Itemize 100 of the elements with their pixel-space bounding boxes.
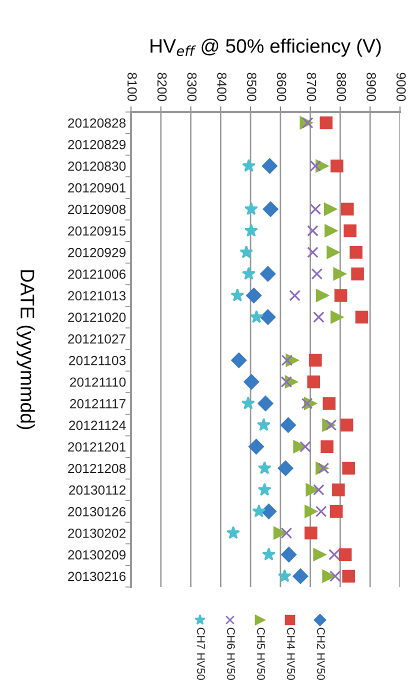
point	[281, 546, 297, 562]
y-tick-label: 20121020	[68, 312, 126, 322]
point	[278, 569, 292, 582]
point	[310, 203, 322, 215]
point	[320, 440, 334, 454]
point	[248, 438, 264, 454]
y-tick-label: 20120830	[68, 162, 126, 171]
point	[311, 268, 323, 280]
point	[307, 375, 320, 388]
point	[344, 224, 356, 238]
point	[330, 310, 344, 324]
point	[242, 158, 256, 172]
point	[256, 418, 270, 431]
legend-label: CH7 HV50	[197, 628, 205, 680]
y-tick-label: 20121124	[69, 420, 126, 430]
point	[313, 548, 326, 562]
point	[240, 245, 254, 258]
point	[342, 462, 355, 475]
point	[320, 116, 333, 130]
y-tick-label: 20121103	[69, 356, 126, 366]
y-tick-label: 20121013	[68, 291, 126, 300]
point	[261, 504, 276, 520]
x-tick-label: 8300	[187, 72, 197, 102]
point	[338, 548, 352, 562]
point	[355, 310, 368, 324]
y-tick-label: 20121027	[68, 334, 126, 344]
point	[258, 482, 272, 496]
point	[333, 268, 346, 280]
point	[340, 418, 354, 432]
y-tick-label: 20121110	[70, 377, 126, 387]
point	[258, 461, 272, 474]
point	[280, 376, 292, 388]
point	[260, 309, 276, 325]
y-tick-label: 20130202	[68, 528, 126, 538]
y-tick-label: 20130216	[68, 572, 126, 582]
y-tick-label: 20130209	[68, 550, 126, 560]
point	[334, 289, 348, 302]
point	[242, 266, 256, 280]
x-tick-label: 8500	[247, 72, 256, 102]
point	[280, 417, 296, 433]
point	[292, 568, 308, 584]
point	[281, 354, 293, 366]
point	[341, 202, 354, 216]
y-tick-label: 20120901	[68, 183, 126, 192]
x-tick-label: 8100	[127, 72, 137, 102]
y-tick-label: 20121201	[68, 442, 126, 452]
point	[278, 460, 294, 476]
point	[226, 526, 240, 539]
x-tick-label: 9000	[396, 72, 406, 102]
point	[262, 158, 278, 174]
legend-label: CH6 HV50	[227, 628, 235, 680]
point	[307, 225, 318, 236]
point	[280, 527, 292, 539]
x-tick-label: 8800	[336, 72, 346, 102]
point	[330, 160, 344, 172]
y-tick-label: 20130126	[68, 507, 126, 516]
point	[350, 246, 362, 259]
point	[252, 504, 266, 518]
x-tick-label: 8400	[217, 72, 226, 102]
y-tick-label: 20120829	[68, 140, 126, 150]
x-tick-label: 8600	[276, 72, 286, 102]
point	[293, 440, 306, 454]
y-tick-label: 20130112	[69, 485, 126, 495]
y-tick-label: 20121006	[68, 270, 126, 279]
point	[260, 266, 276, 282]
point	[315, 506, 327, 518]
point	[324, 202, 337, 216]
point	[342, 570, 355, 583]
x-tick-label: 8200	[157, 72, 167, 102]
point	[244, 374, 260, 390]
point	[326, 246, 340, 259]
y-tick-label: 20121208	[68, 464, 126, 474]
point	[244, 202, 258, 216]
point	[304, 505, 318, 518]
legend-label: CH4 HV50	[287, 628, 295, 680]
point	[330, 505, 343, 518]
point	[309, 354, 322, 367]
point	[307, 246, 318, 258]
point	[306, 483, 319, 496]
point	[262, 201, 278, 217]
point	[329, 570, 341, 582]
point	[351, 268, 364, 280]
point	[246, 288, 262, 304]
point	[250, 310, 264, 324]
point	[300, 440, 311, 452]
point	[324, 224, 338, 238]
point	[230, 288, 244, 302]
point	[241, 396, 255, 410]
legend-label: CH2 HV50	[317, 628, 325, 680]
y-tick-label: 20120908	[68, 204, 126, 214]
point	[244, 224, 258, 237]
y-axis-title: DATE (yyyymmdd)	[16, 270, 35, 430]
point	[313, 484, 324, 496]
point	[313, 311, 324, 323]
point	[273, 526, 286, 540]
point	[258, 396, 274, 412]
point	[322, 570, 335, 583]
x-tick-label: 8700	[306, 72, 316, 102]
y-tick-label: 20120929	[68, 248, 126, 258]
point	[231, 352, 247, 368]
